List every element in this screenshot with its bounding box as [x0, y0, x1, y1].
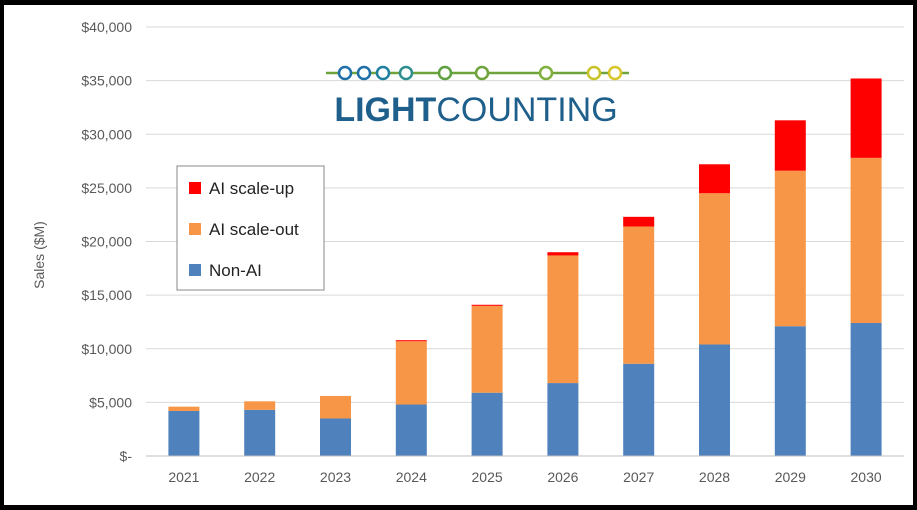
logo-chain-link	[375, 65, 391, 81]
x-tick-label: 2030	[851, 469, 882, 485]
legend-swatch	[189, 182, 201, 194]
logo-chain-link	[538, 65, 554, 81]
x-tick-label: 2029	[775, 469, 806, 485]
bar-segment	[168, 406, 200, 411]
bar-segment	[395, 340, 427, 342]
x-tick-label: 2023	[320, 469, 351, 485]
bar-segment	[850, 78, 882, 158]
chart-frame: $- $5,000 $10,000 $15,000 $20,000 $25,000 $30,…	[4, 5, 913, 505]
legend-swatch	[189, 223, 201, 235]
y-tick-label: $40,000	[81, 19, 132, 35]
bar-segment	[471, 304, 503, 306]
bar-segment	[850, 157, 882, 324]
y-axis-title: Sales ($M)	[31, 221, 47, 289]
bar-segment	[244, 401, 276, 410]
logo-chain-link	[398, 65, 414, 81]
bar-segment	[774, 326, 806, 456]
legend-label: Non-AI	[209, 261, 262, 280]
logo-text-counting: COUNTING	[436, 91, 617, 129]
y-tick-label: $25,000	[81, 180, 132, 196]
x-tick-label: 2026	[547, 469, 578, 485]
logo-text-light: LIGHT	[334, 91, 436, 129]
bar-segment	[699, 164, 730, 194]
logo-chain-link	[356, 65, 372, 81]
bar-segment	[547, 383, 579, 456]
logo-text: LIGHTCOUNTING	[334, 91, 617, 129]
bar-segment	[320, 395, 351, 419]
bar-segment	[699, 193, 730, 345]
y-tick-label: $10,000	[81, 341, 132, 357]
x-tick-label: 2024	[396, 469, 427, 485]
bar-segment	[320, 418, 351, 456]
bars	[146, 78, 904, 457]
logo-chain-link	[437, 65, 453, 81]
bar-segment	[623, 226, 655, 364]
legend-label: AI scale-up	[209, 179, 294, 198]
bar-segment	[699, 344, 730, 456]
lightcounting-logo: LIGHTCOUNTING	[326, 65, 629, 129]
logo-chain-link	[607, 65, 623, 81]
logo-chain-link	[337, 65, 353, 81]
bar-segment	[168, 410, 200, 456]
bar-segment	[471, 392, 503, 456]
legend-swatch	[189, 264, 201, 276]
x-tick-label: 2025	[472, 469, 503, 485]
bar-segment	[850, 323, 882, 456]
bar-segment	[395, 341, 427, 405]
logo-chain-icon	[326, 65, 629, 81]
bar-segment	[623, 363, 655, 456]
x-tick-label: 2027	[623, 469, 654, 485]
y-axis-ticks: $- $5,000 $10,000 $15,000 $20,000 $25,000 $30,…	[81, 19, 132, 464]
y-tick-label: $35,000	[81, 73, 132, 89]
x-tick-label: 2021	[168, 469, 199, 485]
logo-chain-link	[586, 65, 602, 81]
y-tick-label: $30,000	[81, 126, 132, 142]
bar-segment	[395, 404, 427, 456]
y-tick-label: $20,000	[81, 234, 132, 250]
legend-box	[176, 165, 325, 291]
x-tick-label: 2022	[244, 469, 275, 485]
bar-segment	[547, 252, 579, 256]
bar-segment	[623, 216, 655, 227]
bar-segment	[774, 120, 806, 171]
bar-segment	[471, 305, 503, 393]
bar-segment	[244, 409, 276, 456]
y-tick-label: $-	[120, 448, 133, 464]
legend-label: AI scale-out	[209, 220, 299, 239]
x-tick-label: 2028	[699, 469, 730, 485]
bar-segment	[774, 170, 806, 327]
bar-segment	[547, 255, 579, 384]
y-tick-label: $5,000	[89, 394, 132, 410]
x-axis-ticks: 2021 2022 2023 2024 2025 2026 2027 2028 2029 2030	[168, 469, 882, 485]
logo-chain-link	[474, 65, 490, 81]
y-tick-label: $15,000	[81, 287, 132, 303]
chart-svg: $- $5,000 $10,000 $15,000 $20,000 $25,000 $30,…	[31, 19, 904, 485]
legend: AI scale-up AI scale-out Non-AI	[176, 165, 325, 291]
